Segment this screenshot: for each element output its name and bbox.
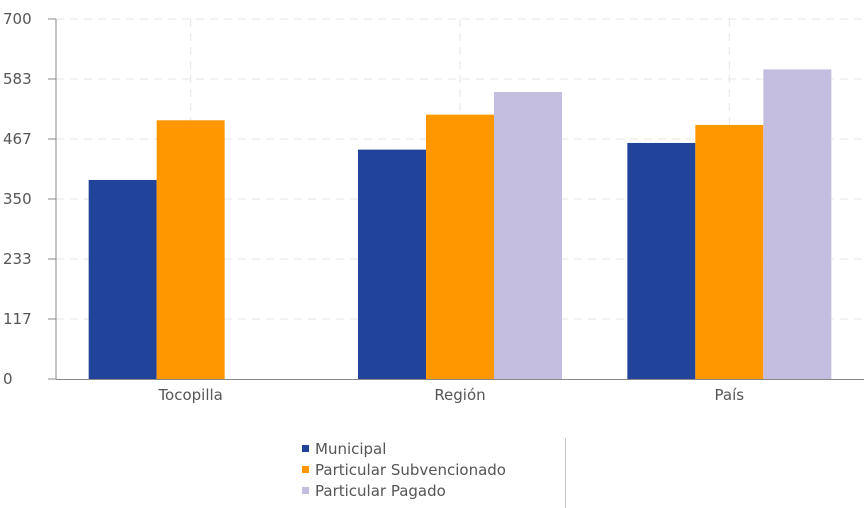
y-tick-label: 467 (3, 130, 32, 148)
legend-swatch-particular-subvencionado (302, 466, 309, 473)
legend-item-municipal[interactable]: Municipal (300, 438, 565, 459)
y-tick-label: 0 (3, 370, 13, 388)
legend-label: Particular Subvencionado (315, 460, 506, 479)
bar-chart: 0 117 233 350 467 583 700 Tocopilla Región País (3, 10, 864, 404)
x-axis-ticks: Tocopilla Región País (157, 386, 744, 404)
y-axis-ticks: 0 117 233 350 467 583 700 (3, 10, 32, 388)
bar-particular-subvencionado-tocopilla[interactable] (156, 120, 225, 380)
legend-item-particular-subvencionado[interactable]: Particular Subvencionado (300, 459, 565, 480)
legend-label: Municipal (315, 439, 387, 458)
legend-swatch-particular-pagado (302, 487, 309, 494)
bar-particular-pagado-pais[interactable] (763, 69, 832, 380)
bar-municipal-tocopilla[interactable] (88, 179, 157, 379)
legend-swatch-municipal (302, 445, 309, 452)
y-tick-label: 350 (3, 190, 32, 208)
y-tick-label: 233 (3, 250, 32, 268)
bar-municipal-pais[interactable] (627, 142, 696, 379)
bar-particular-subvencionado-region[interactable] (426, 114, 494, 380)
axes (48, 18, 864, 380)
x-tick-label-pais: País (715, 386, 745, 404)
bar-particular-pagado-region[interactable] (494, 92, 562, 380)
y-tick-label: 700 (3, 10, 32, 28)
legend-label: Particular Pagado (315, 481, 446, 500)
legend-item-particular-pagado[interactable]: Particular Pagado (300, 480, 565, 501)
bar-particular-subvencionado-pais[interactable] (695, 124, 764, 379)
y-tick-label: 117 (3, 310, 32, 328)
bar-municipal-region[interactable] (358, 149, 426, 379)
x-tick-label-region: Región (434, 386, 485, 404)
legend: Municipal Particular Subvencionado Parti… (300, 438, 566, 508)
y-tick-label: 583 (3, 70, 32, 88)
x-tick-label-tocopilla: Tocopilla (157, 386, 222, 404)
bars (88, 69, 832, 380)
